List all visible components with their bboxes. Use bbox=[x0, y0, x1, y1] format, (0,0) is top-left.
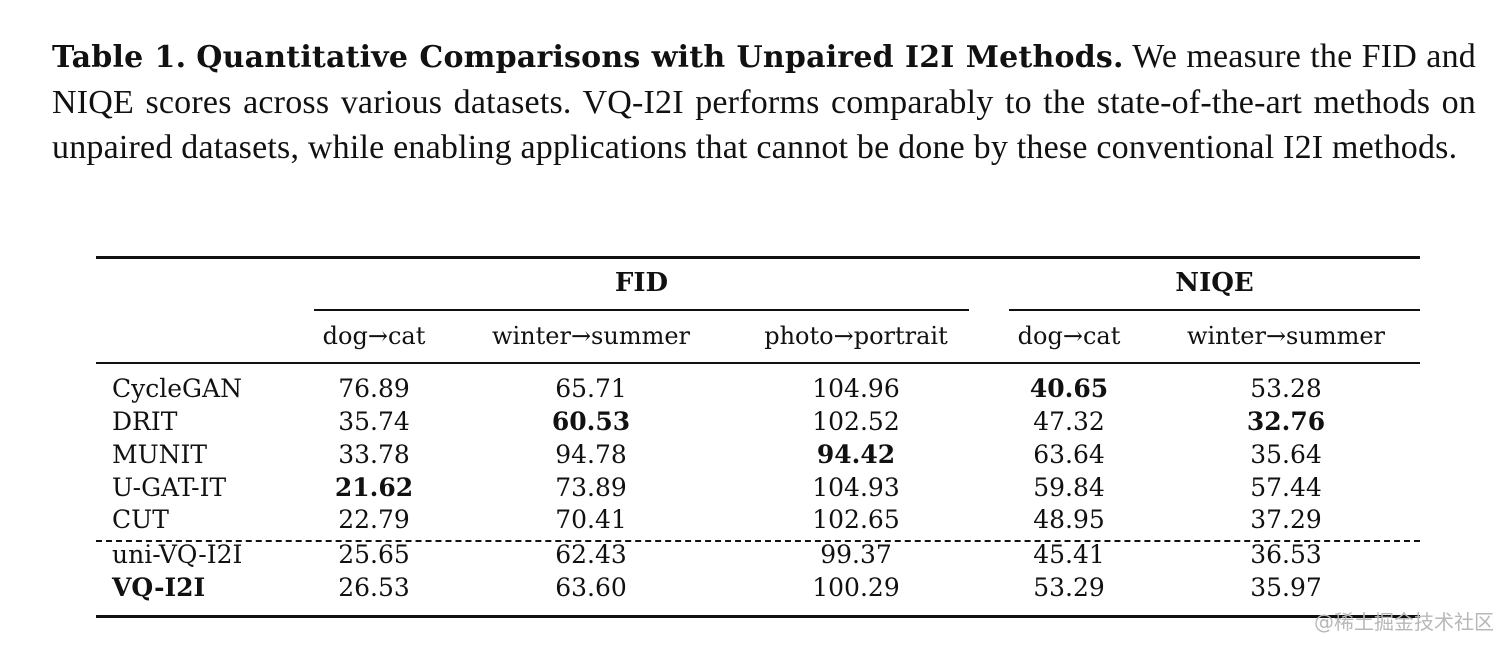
col-header-niqe-winter-summer: winter→summer bbox=[1186, 322, 1386, 350]
cell-fid-winter-summer: 65.71 bbox=[555, 374, 627, 403]
table-caption: Table 1. Quantitative Comparisons with Un… bbox=[52, 34, 1476, 170]
caption-text: We measure the FID and NIQE scores acros… bbox=[52, 38, 1477, 166]
table-row: uni-VQ-I2I 25.65 62.43 99.37 45.41 36.53 bbox=[0, 540, 1512, 574]
cell-fid-dog-cat: 76.89 bbox=[338, 374, 410, 403]
cell-fid-photo-portrait: 104.93 bbox=[812, 473, 900, 502]
group-header-fid: FID bbox=[614, 268, 669, 298]
table-row: VQ-I2I 26.53 63.60 100.29 53.29 35.97 bbox=[0, 573, 1512, 607]
cell-fid-winter-summer: 63.60 bbox=[555, 573, 627, 602]
table-row: CycleGAN 76.89 65.71 104.96 40.65 53.28 bbox=[0, 374, 1512, 408]
fid-group-rule bbox=[314, 309, 969, 311]
cell-niqe-winter-summer: 57.44 bbox=[1250, 473, 1322, 502]
cell-niqe-winter-summer: 35.97 bbox=[1250, 573, 1322, 602]
watermark: @稀土掘金技术社区 bbox=[1314, 610, 1494, 634]
col-header-niqe-dog-cat: dog→cat bbox=[1017, 322, 1121, 350]
cell-niqe-winter-summer: 37.29 bbox=[1250, 505, 1322, 534]
cell-fid-winter-summer: 60.53 bbox=[551, 407, 631, 436]
cell-niqe-winter-summer: 36.53 bbox=[1250, 540, 1322, 569]
cell-fid-photo-portrait: 104.96 bbox=[812, 374, 900, 403]
cell-niqe-dog-cat: 63.64 bbox=[1033, 440, 1105, 469]
row-method: U-GAT-IT bbox=[112, 473, 227, 502]
group-header-niqe: NIQE bbox=[1175, 268, 1254, 298]
cell-niqe-dog-cat: 59.84 bbox=[1033, 473, 1105, 502]
row-method: MUNIT bbox=[112, 440, 208, 469]
cell-fid-dog-cat: 26.53 bbox=[338, 573, 410, 602]
header-bottom-rule bbox=[96, 362, 1420, 364]
cell-fid-photo-portrait: 94.42 bbox=[816, 440, 896, 469]
cell-niqe-winter-summer: 35.64 bbox=[1250, 440, 1322, 469]
table-row: DRIT 35.74 60.53 102.52 47.32 32.76 bbox=[0, 407, 1512, 441]
cell-niqe-dog-cat: 53.29 bbox=[1033, 573, 1105, 602]
cell-fid-dog-cat: 35.74 bbox=[338, 407, 410, 436]
table-row: CUT 22.79 70.41 102.65 48.95 37.29 bbox=[0, 505, 1512, 539]
table-bottom-rule bbox=[96, 615, 1420, 618]
table-row: U-GAT-IT 21.62 73.89 104.93 59.84 57.44 bbox=[0, 473, 1512, 507]
cell-niqe-winter-summer: 32.76 bbox=[1246, 407, 1326, 436]
cell-fid-photo-portrait: 102.52 bbox=[812, 407, 900, 436]
cell-fid-dog-cat: 33.78 bbox=[338, 440, 410, 469]
col-header-fid-winter-summer: winter→summer bbox=[491, 322, 691, 350]
cell-fid-dog-cat: 21.62 bbox=[334, 473, 414, 502]
col-header-fid-photo-portrait: photo→portrait bbox=[764, 322, 948, 350]
niqe-group-rule bbox=[1009, 309, 1420, 311]
row-method: uni-VQ-I2I bbox=[112, 540, 243, 569]
cell-fid-winter-summer: 62.43 bbox=[555, 540, 627, 569]
cell-fid-photo-portrait: 102.65 bbox=[812, 505, 900, 534]
cell-fid-dog-cat: 25.65 bbox=[338, 540, 410, 569]
col-header-fid-dog-cat: dog→cat bbox=[322, 322, 426, 350]
cell-fid-winter-summer: 73.89 bbox=[555, 473, 627, 502]
row-method: VQ-I2I bbox=[112, 573, 206, 602]
row-method: DRIT bbox=[112, 407, 178, 436]
caption-label: Table 1. bbox=[52, 40, 187, 75]
cell-fid-dog-cat: 22.79 bbox=[338, 505, 410, 534]
dashed-separator bbox=[96, 540, 1420, 542]
cell-fid-winter-summer: 94.78 bbox=[555, 440, 627, 469]
cell-fid-photo-portrait: 100.29 bbox=[812, 573, 900, 602]
row-method: CycleGAN bbox=[112, 374, 242, 403]
caption-title: Quantitative Comparisons with Unpaired I… bbox=[196, 40, 1124, 75]
cell-fid-winter-summer: 70.41 bbox=[555, 505, 627, 534]
cell-niqe-dog-cat: 47.32 bbox=[1033, 407, 1105, 436]
cell-niqe-dog-cat: 48.95 bbox=[1033, 505, 1105, 534]
cell-niqe-winter-summer: 53.28 bbox=[1250, 374, 1322, 403]
table-row: MUNIT 33.78 94.78 94.42 63.64 35.64 bbox=[0, 440, 1512, 474]
cell-niqe-dog-cat: 45.41 bbox=[1033, 540, 1105, 569]
cell-niqe-dog-cat: 40.65 bbox=[1029, 374, 1109, 403]
table-top-rule bbox=[96, 256, 1420, 259]
cell-fid-photo-portrait: 99.37 bbox=[820, 540, 892, 569]
row-method: CUT bbox=[112, 505, 169, 534]
